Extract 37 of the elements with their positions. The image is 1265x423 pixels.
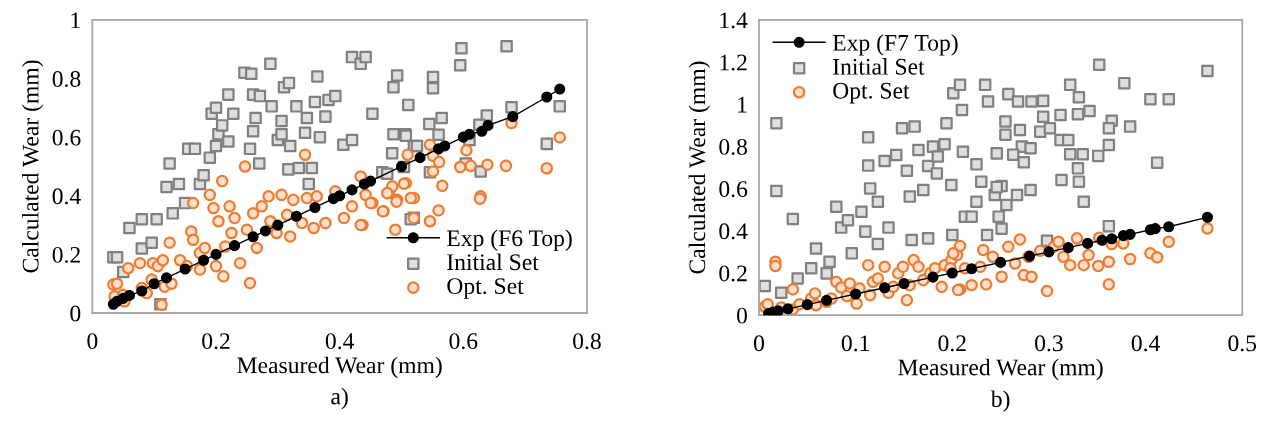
legend-label: Initial Set: [833, 58, 925, 75]
x-tick-label: 0: [87, 333, 98, 350]
y-tick-label: 1.4: [720, 12, 748, 29]
y-tick-label: 0.4: [719, 223, 748, 240]
y-tick-label: 0.2: [52, 246, 80, 263]
legend-label: Opt. Set: [447, 278, 524, 299]
x-tick-label: 0.5: [1228, 335, 1257, 352]
x-tick-label: 0.3: [1035, 335, 1063, 352]
text: b): [990, 390, 1010, 412]
y-tick-label: 1: [71, 12, 80, 29]
y-axis-title: Calculated Wear (mm): [21, 60, 44, 273]
y-tick-label: 1: [738, 96, 747, 113]
y-tick-label: 0: [70, 305, 81, 322]
y-tick-label: 0.2: [719, 265, 747, 282]
text: a): [331, 387, 348, 410]
y-tick-label: 0.6: [52, 129, 81, 146]
y-tick-label: 1.2: [720, 54, 747, 71]
y-tick-label: 0.4: [52, 188, 81, 205]
x-axis-title: Measured Wear (mm): [237, 356, 442, 379]
y-tick-label: 0.6: [719, 181, 748, 198]
x-axis-title: Measured Wear (mm): [898, 358, 1103, 381]
y-tick-label: 0: [736, 307, 747, 324]
legend-label: Opt. Set: [833, 82, 910, 104]
y-axis-title: Calculated Wear (mm): [688, 61, 711, 274]
x-tick-label: 0.2: [202, 333, 230, 350]
x-tick-label: 0.6: [449, 333, 478, 350]
y-tick-label: 0.8: [719, 138, 747, 155]
x-tick-label: 0.4: [1131, 335, 1160, 352]
legend-label: Exp (F6 Top): [447, 229, 572, 252]
legend-label: Exp (F7 Top): [832, 34, 958, 56]
x-tick-label: 0.8: [573, 333, 601, 350]
x-tick-label: 0.4: [325, 333, 355, 350]
x-tick-label: 0.1: [841, 335, 869, 352]
x-tick-label: 0.2: [938, 335, 966, 352]
legend-label: Initial Set: [447, 253, 539, 271]
x-tick-label: 0: [754, 335, 764, 352]
y-tick-label: 0.8: [52, 71, 81, 88]
